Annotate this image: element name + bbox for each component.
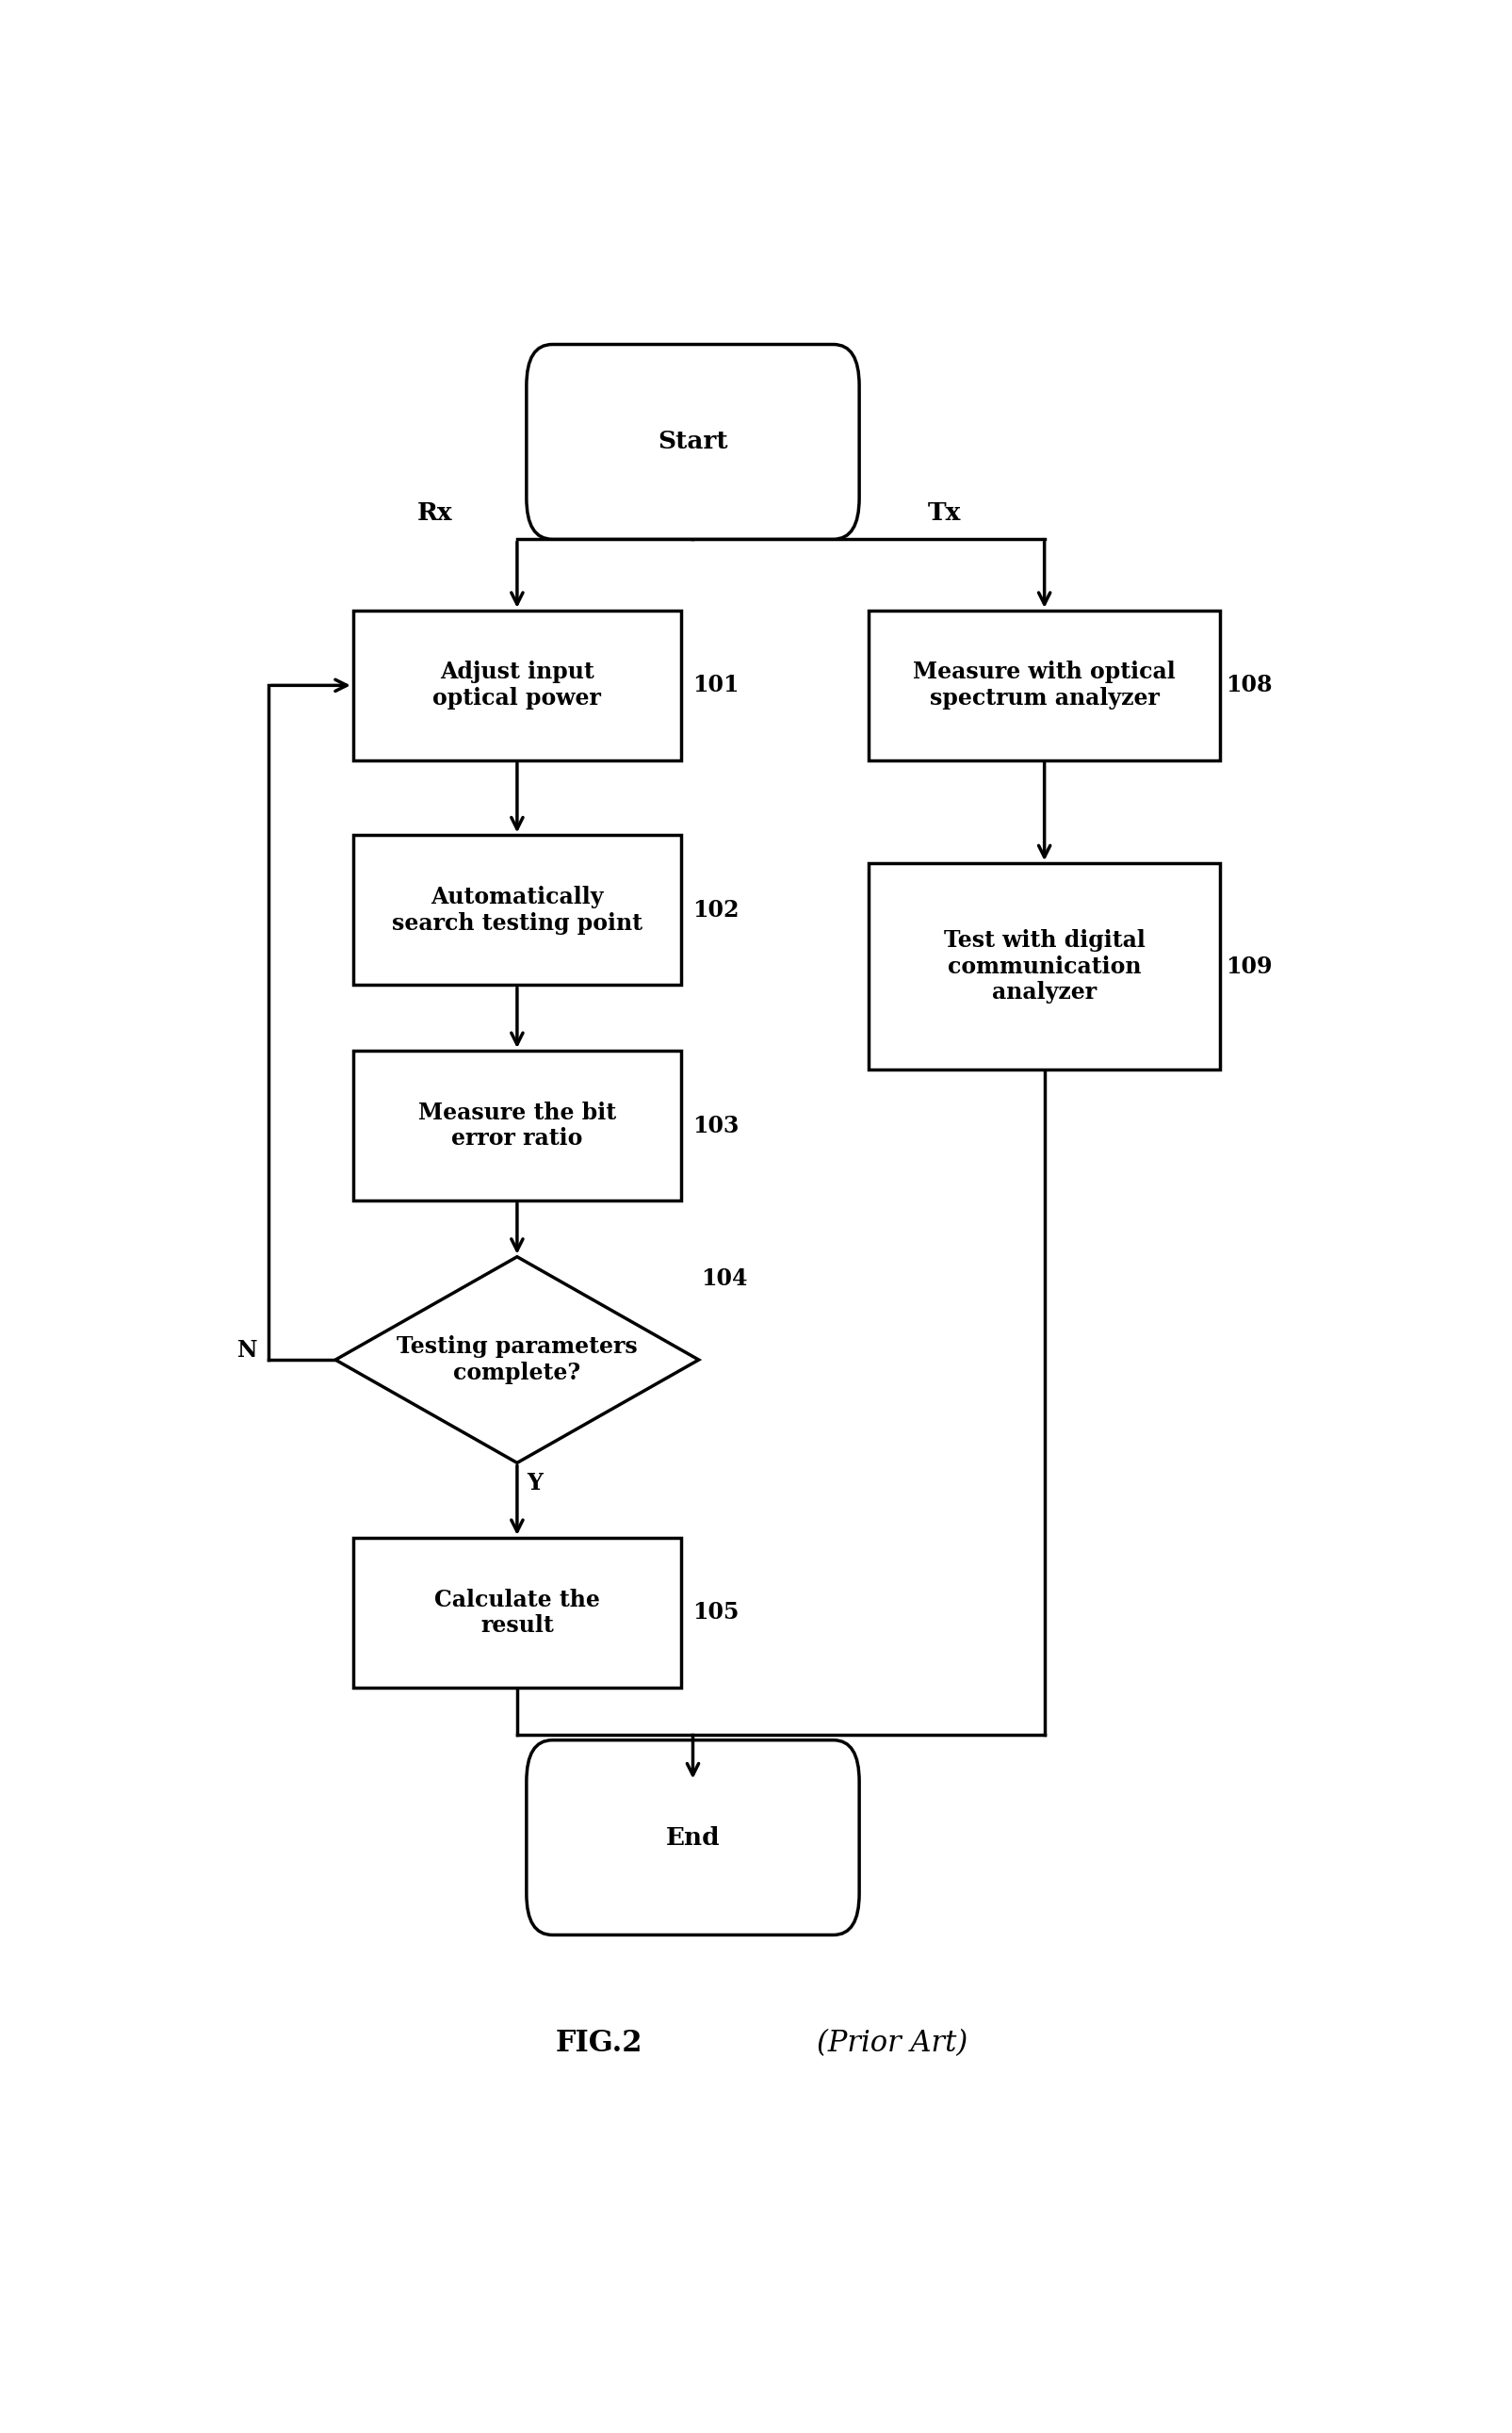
Polygon shape bbox=[336, 1258, 699, 1462]
Text: Automatically
search testing point: Automatically search testing point bbox=[392, 886, 643, 934]
Bar bbox=[354, 1538, 680, 1689]
Text: End: End bbox=[665, 1825, 720, 1849]
Text: 109: 109 bbox=[1226, 956, 1273, 978]
Text: Test with digital
communication
analyzer: Test with digital communication analyzer bbox=[943, 929, 1145, 1005]
Bar bbox=[868, 611, 1220, 759]
Text: Tx: Tx bbox=[928, 501, 962, 526]
Text: Y: Y bbox=[526, 1472, 543, 1494]
Text: 108: 108 bbox=[1226, 674, 1273, 696]
Text: Testing parameters
complete?: Testing parameters complete? bbox=[396, 1336, 638, 1384]
Text: Rx: Rx bbox=[417, 501, 452, 526]
Text: Calculate the
result: Calculate the result bbox=[434, 1589, 600, 1637]
Text: Measure with optical
spectrum analyzer: Measure with optical spectrum analyzer bbox=[913, 662, 1176, 710]
Text: 101: 101 bbox=[692, 674, 739, 696]
Text: 104: 104 bbox=[702, 1268, 748, 1289]
Text: FIG.2: FIG.2 bbox=[555, 2029, 643, 2058]
Bar bbox=[868, 864, 1220, 1071]
FancyBboxPatch shape bbox=[526, 345, 859, 540]
Text: 103: 103 bbox=[692, 1114, 739, 1136]
Text: N: N bbox=[237, 1338, 257, 1362]
Bar bbox=[354, 1051, 680, 1199]
FancyBboxPatch shape bbox=[526, 1740, 859, 1934]
Bar bbox=[354, 835, 680, 985]
Text: 102: 102 bbox=[692, 898, 739, 922]
Text: 105: 105 bbox=[692, 1601, 739, 1623]
Text: Adjust input
optical power: Adjust input optical power bbox=[432, 662, 602, 710]
Text: (Prior Art): (Prior Art) bbox=[816, 2029, 968, 2058]
Bar bbox=[354, 611, 680, 759]
Text: Measure the bit
error ratio: Measure the bit error ratio bbox=[419, 1102, 615, 1151]
Text: Start: Start bbox=[658, 431, 727, 453]
